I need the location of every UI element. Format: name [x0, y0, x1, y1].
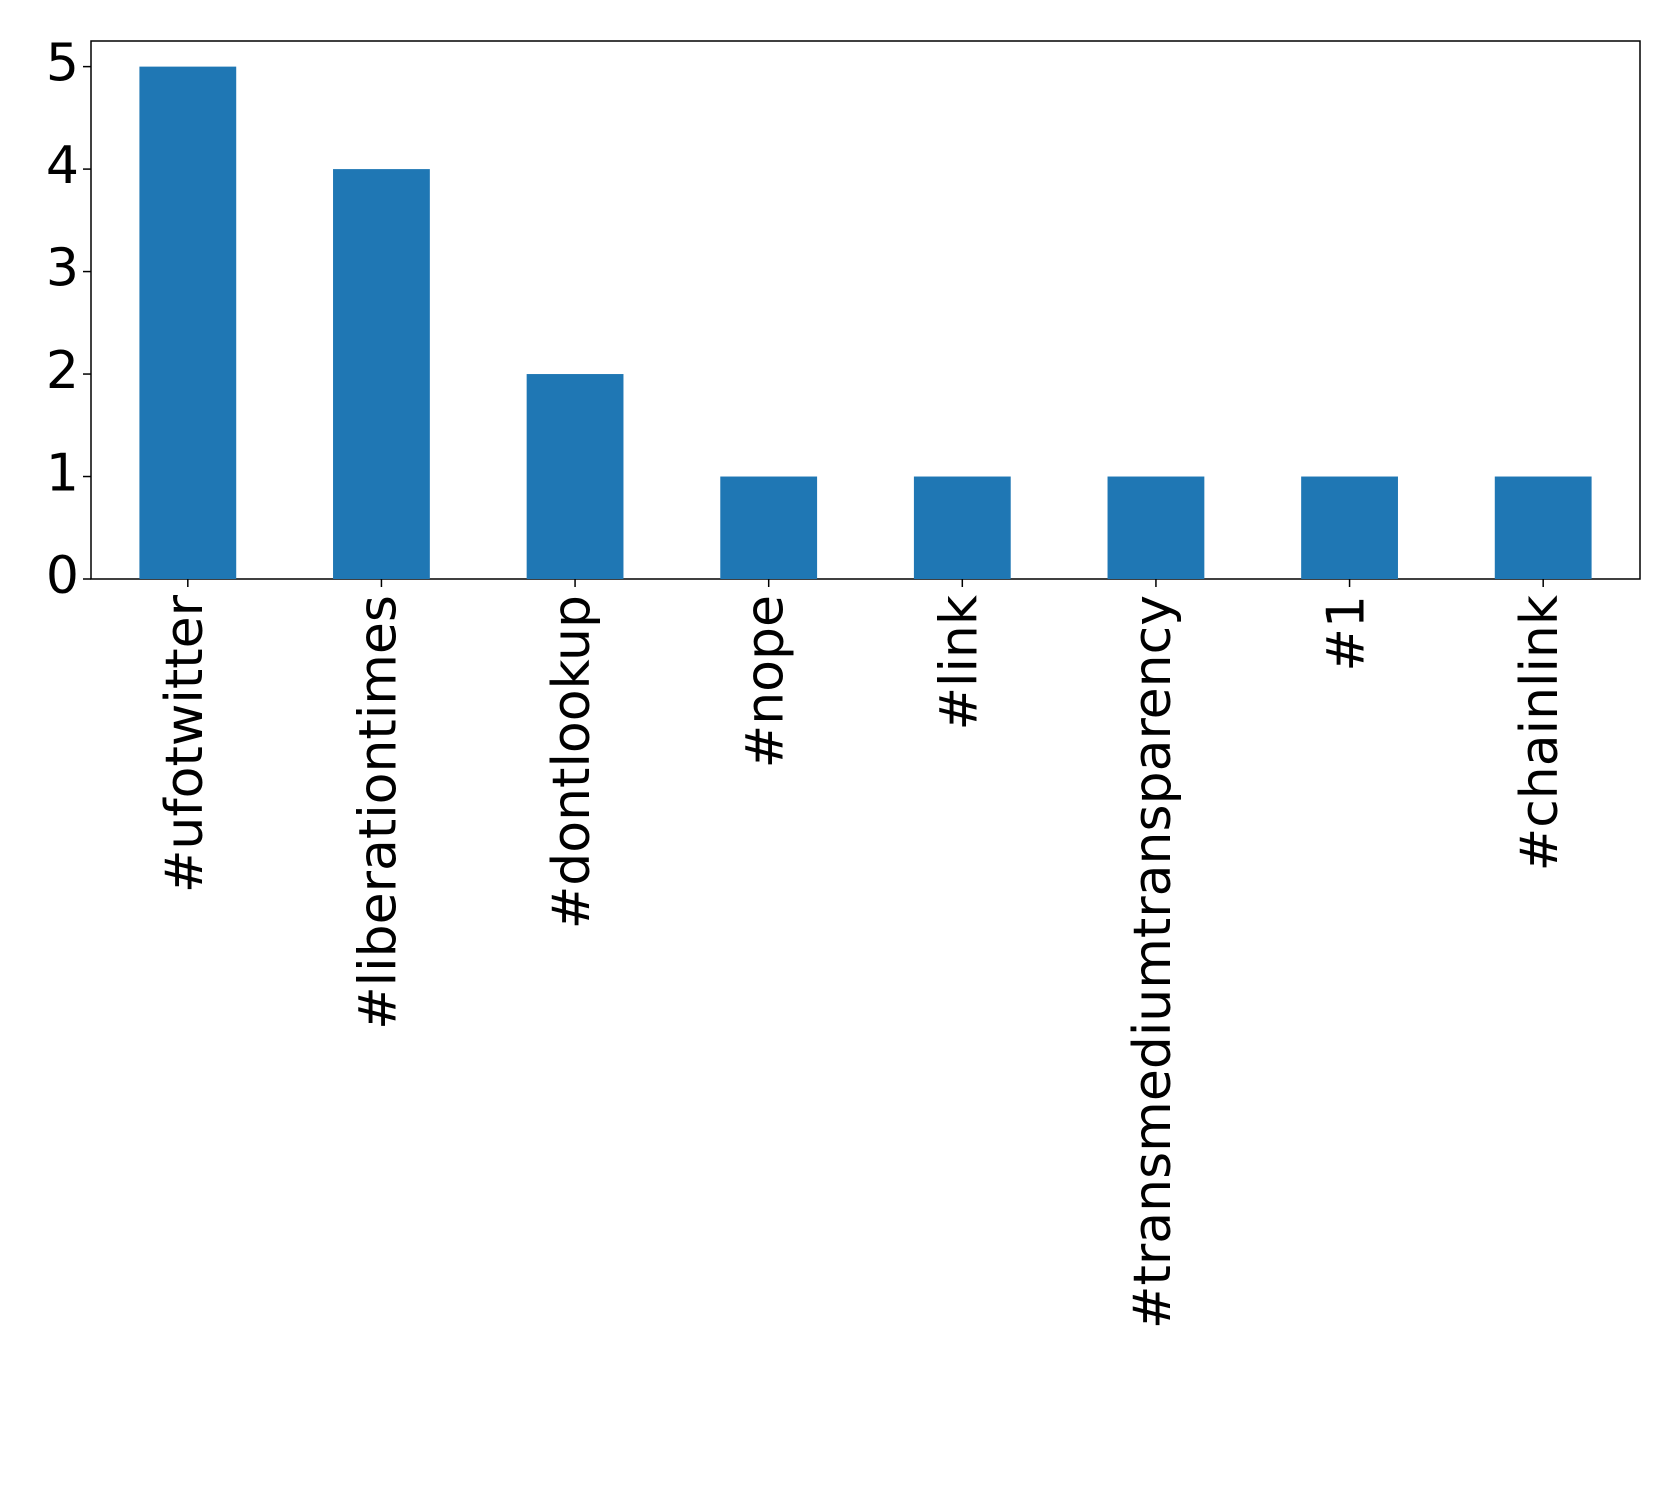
x-tick-label: #transmediumtransparency	[1123, 595, 1183, 1329]
y-tick-label: 1	[46, 444, 79, 504]
x-tick-label: #chainlink	[1510, 595, 1570, 871]
y-tick-label: 5	[46, 34, 79, 94]
x-tick-label: #ufotwitter	[155, 594, 215, 893]
bar	[1107, 476, 1205, 579]
x-tick-label: #nope	[736, 595, 796, 768]
bar	[913, 476, 1011, 579]
y-tick-label: 3	[46, 239, 79, 299]
bar	[720, 476, 818, 579]
bar	[333, 169, 430, 579]
x-tick-label: #link	[929, 595, 989, 731]
y-tick-label: 4	[46, 136, 79, 196]
bar	[1494, 476, 1592, 579]
plot-frame	[90, 40, 1641, 580]
x-tick-label: #liberationtimes	[348, 595, 408, 1030]
y-tick-label: 0	[46, 546, 79, 606]
bar	[526, 374, 624, 579]
bar	[1301, 476, 1398, 579]
x-tick-label: #dontlookup	[542, 595, 602, 929]
bar	[139, 66, 237, 580]
x-tick-label: #1	[1317, 595, 1377, 672]
y-tick-label: 2	[46, 341, 79, 401]
